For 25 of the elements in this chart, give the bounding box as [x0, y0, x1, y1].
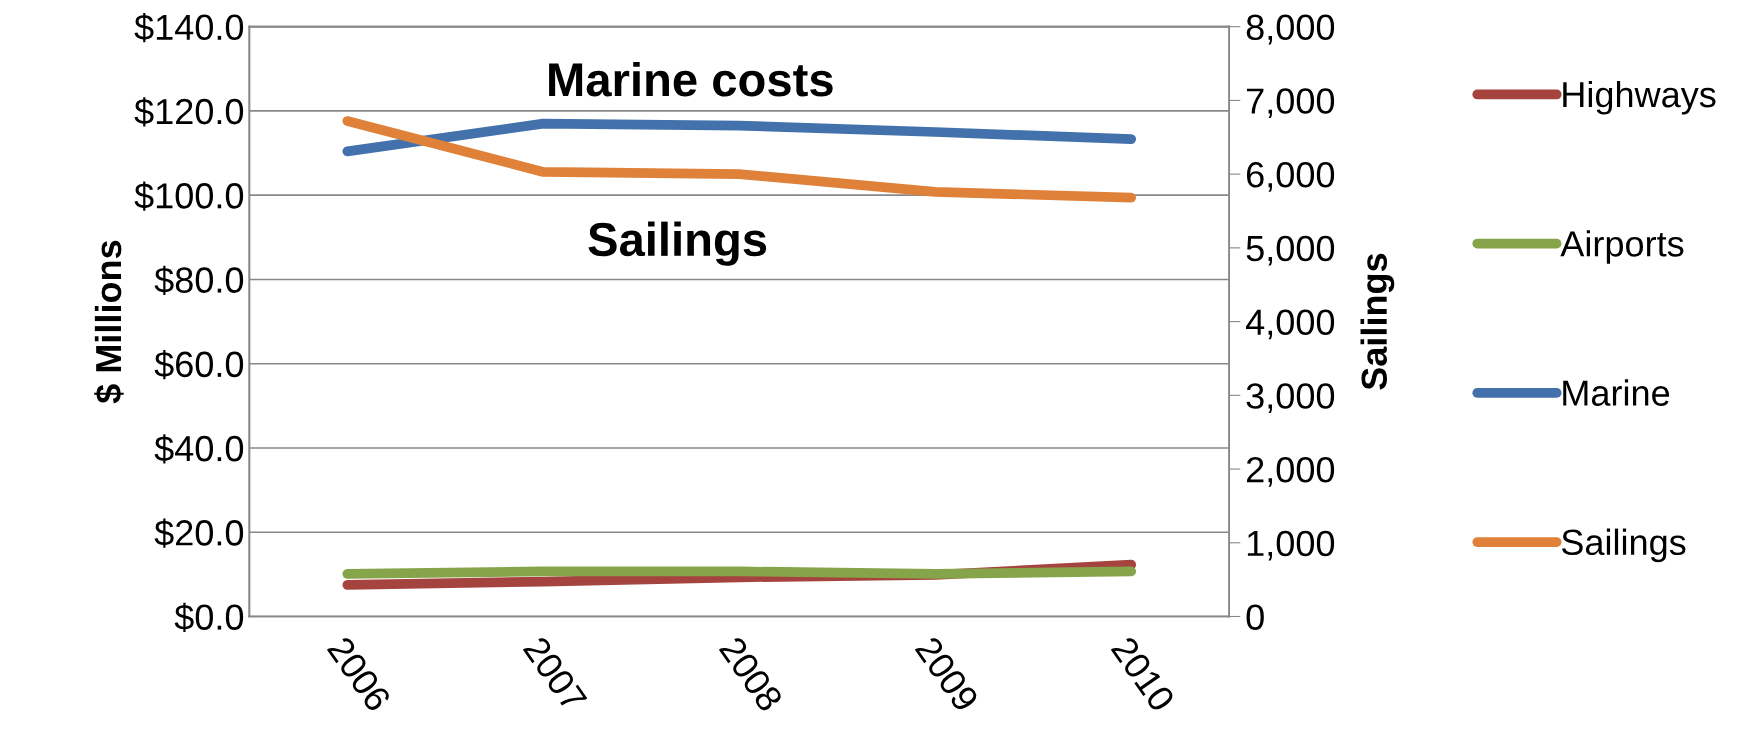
y-tick-label: $20.0 [154, 518, 244, 548]
y-axis-title: $ Millions [94, 240, 124, 404]
annotation: Marine costs [549, 61, 833, 97]
y-tick-label: $100.0 [134, 181, 244, 211]
y-tick-label: $60.0 [154, 350, 244, 380]
y-tick-label: $120.0 [134, 97, 244, 127]
y-tick-label: $0.0 [174, 602, 244, 633]
y2-tick-label: 0 [1246, 604, 1264, 630]
y2-tick-label: 3,000 [1246, 383, 1335, 414]
y2-tick-label: 6,000 [1246, 162, 1335, 192]
y2-tick-label: 5,000 [1246, 235, 1335, 266]
y-tick-label: $80.0 [154, 265, 244, 296]
annotation: Sailings [588, 221, 767, 266]
y-tick-label: $140.0 [134, 13, 244, 43]
legend-label: Marine [1563, 379, 1670, 406]
y2-tick-label: 7,000 [1247, 88, 1335, 119]
y2-axis-title: Sailings [1360, 253, 1395, 390]
legend-label: Highways [1563, 80, 1716, 115]
legend-label: Airports [1560, 230, 1684, 264]
legend-label: Sailings [1561, 528, 1686, 563]
y2-tick-label: 4,000 [1245, 309, 1335, 340]
y2-tick-label: 8,000 [1246, 14, 1335, 45]
y2-tick-label: 1,000 [1247, 530, 1335, 561]
y-tick-label: $40.0 [154, 434, 244, 464]
y2-tick-label: 2,000 [1246, 456, 1335, 487]
